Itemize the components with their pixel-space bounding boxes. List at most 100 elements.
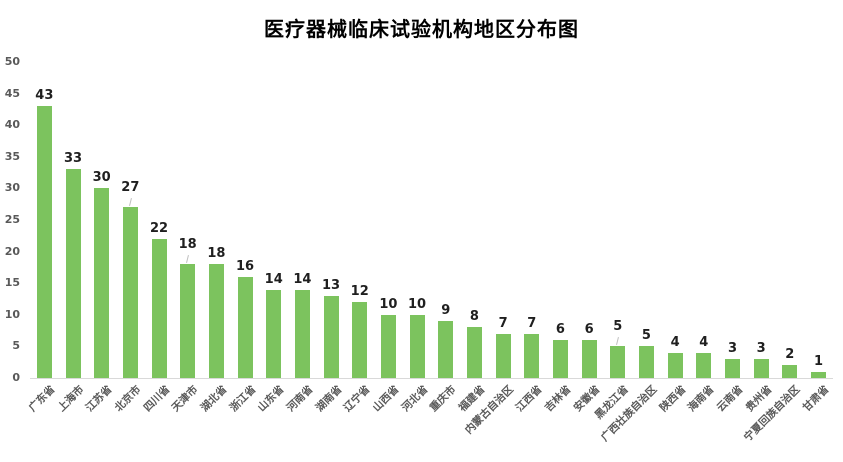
y-axis: 0 5 10 15 20 25 30 35 40 45 50 xyxy=(0,56,24,384)
bar-group: 10 xyxy=(374,62,403,378)
bar xyxy=(151,238,167,378)
bar xyxy=(552,340,568,378)
x-label-cell: 重庆市 xyxy=(428,379,460,461)
bar xyxy=(667,352,683,378)
bar-group: 3 xyxy=(747,62,776,378)
bar xyxy=(122,207,138,378)
bar-value-label: 6 xyxy=(584,322,594,338)
bar-group: 2 xyxy=(775,62,804,378)
bar xyxy=(352,302,368,378)
bar-group: 14 xyxy=(259,62,288,378)
bar xyxy=(323,295,339,378)
x-tick-label: 上海市 xyxy=(55,383,86,415)
bar-value-label: 30 xyxy=(92,170,111,186)
bar-value-label: 3 xyxy=(727,341,737,357)
bar-value-label: 5 xyxy=(641,328,651,344)
x-label-cell: 江西省 xyxy=(514,379,546,461)
x-label-cell: 上海市 xyxy=(55,379,88,461)
x-tick-label: 辽宁省 xyxy=(341,383,373,415)
bar xyxy=(782,365,798,378)
x-label-cell: 湖南省 xyxy=(313,379,346,461)
bar xyxy=(36,106,52,378)
x-label-cell: 河北省 xyxy=(399,379,432,461)
x-label-cell: 广西壮族自治区 xyxy=(599,379,661,461)
x-tick-label: 海南省 xyxy=(685,383,717,415)
y-tick-label: 5 xyxy=(12,339,20,353)
x-tick-label: 云南省 xyxy=(714,383,746,415)
bar-value-label: 18 xyxy=(207,246,226,262)
y-tick-label: 40 xyxy=(4,118,20,132)
x-label-cell: 云南省 xyxy=(715,379,747,461)
bar-group: 22 xyxy=(145,62,174,378)
x-tick-label: 山西省 xyxy=(370,383,402,415)
bar xyxy=(237,276,253,378)
bar xyxy=(266,289,282,378)
bar-value-label: 7 xyxy=(498,315,508,331)
x-label-cell: 山东省 xyxy=(256,379,288,461)
bar-group: 3 xyxy=(718,62,747,378)
plot-area: 43 33 30 27 22 18 18 16 14 14 13 12 10 10 9 8 7 7 6 6 5 5 4 4 3 3… xyxy=(30,62,833,379)
y-tick-label: 35 xyxy=(4,149,20,163)
bar-group: 7 xyxy=(489,62,518,378)
y-tick-label: 20 xyxy=(4,244,20,258)
x-label-cell: 河南省 xyxy=(285,379,317,461)
x-label-cell: 山西省 xyxy=(371,379,403,461)
bar-value-label: 4 xyxy=(699,334,709,350)
bar xyxy=(65,169,81,378)
x-label-cell: 甘肃省 xyxy=(801,379,833,461)
bar xyxy=(438,321,454,378)
bar-group: 6 xyxy=(546,62,575,378)
bar-group: 10 xyxy=(403,62,432,378)
x-tick-label: 河北省 xyxy=(399,383,430,415)
y-tick-label: 15 xyxy=(4,276,20,290)
bar-group: 1 xyxy=(804,62,833,378)
bar-group: 16 xyxy=(231,62,260,378)
bar-group: 18 xyxy=(173,62,202,378)
bar-group: 7 xyxy=(517,62,546,378)
x-tick-label: 湖南省 xyxy=(313,383,344,415)
bar-value-label: 4 xyxy=(670,334,680,350)
bar-group: 5 xyxy=(632,62,661,378)
bar-group: 12 xyxy=(345,62,374,378)
y-tick-label: 10 xyxy=(4,307,20,321)
bar-group: 30 xyxy=(87,62,116,378)
bar xyxy=(409,314,425,378)
x-label-cell: 海南省 xyxy=(686,379,718,461)
x-label-cell: 湖北省 xyxy=(199,379,231,461)
bar xyxy=(380,314,396,378)
bar-group: 14 xyxy=(288,62,317,378)
bar-value-label: 3 xyxy=(756,341,766,357)
y-tick-label: 0 xyxy=(12,371,20,384)
data-label-leader-line xyxy=(128,198,132,207)
y-tick-label: 45 xyxy=(4,86,20,100)
bar-value-label: 12 xyxy=(350,284,369,300)
bar xyxy=(724,359,740,378)
x-label-cell: 北京市 xyxy=(112,379,145,461)
x-tick-label: 湖北省 xyxy=(198,383,230,415)
y-tick-label: 25 xyxy=(4,213,20,226)
bar-value-label: 27 xyxy=(121,180,140,196)
bar xyxy=(610,346,626,378)
x-tick-label: 河南省 xyxy=(284,383,316,415)
bar-value-label: 14 xyxy=(293,271,312,287)
chart-title: 医疗器械临床试验机构地区分布图 xyxy=(264,17,579,41)
bar-value-label: 14 xyxy=(264,271,283,287)
bar-group: 13 xyxy=(317,62,346,378)
bar xyxy=(94,188,110,378)
y-tick-label: 30 xyxy=(4,181,20,195)
bar-value-label: 33 xyxy=(63,151,83,167)
x-label-cell: 四川省 xyxy=(141,379,174,461)
bar xyxy=(466,327,482,378)
bar-group: 4 xyxy=(661,62,690,378)
x-tick-label: 广东省 xyxy=(26,383,58,415)
bar xyxy=(810,371,826,378)
bar-value-label: 2 xyxy=(785,347,795,363)
x-tick-label: 江西省 xyxy=(513,383,545,415)
bar xyxy=(180,264,196,378)
bar xyxy=(294,289,310,378)
bar-value-label: 5 xyxy=(613,319,623,335)
x-label-cell: 吉林省 xyxy=(543,379,575,461)
bar-value-label: 43 xyxy=(35,88,54,104)
x-tick-label: 甘肃省 xyxy=(800,383,832,415)
x-tick-label: 江苏省 xyxy=(83,383,115,415)
